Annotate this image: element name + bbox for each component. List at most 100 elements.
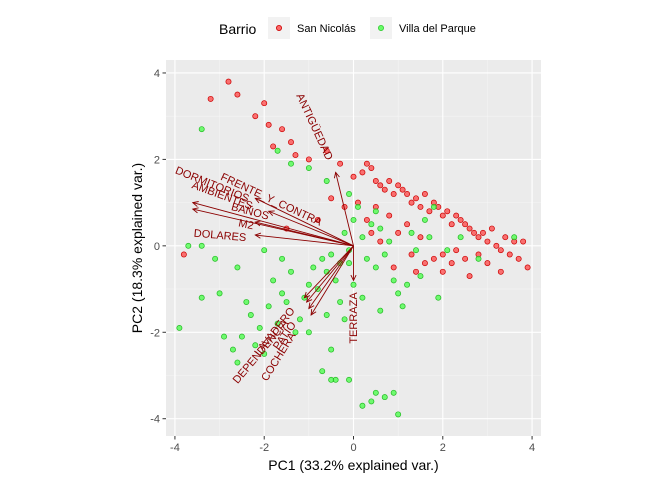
y-axis-ticks: -4 -2 0 2 4 xyxy=(150,68,166,426)
point-san-nicolas xyxy=(390,264,397,271)
point-san-nicolas xyxy=(413,195,419,202)
point-villa-del-parque xyxy=(404,281,411,288)
point-villa-del-parque xyxy=(381,394,388,401)
point-villa-del-parque xyxy=(417,273,424,280)
vector-m2 xyxy=(255,221,354,247)
point-villa-del-parque xyxy=(377,307,384,314)
point-villa-del-parque xyxy=(221,333,227,340)
point-san-nicolas xyxy=(497,268,504,275)
point-san-nicolas xyxy=(471,229,477,236)
point-villa-del-parque xyxy=(234,264,241,271)
vector-label-dolares: DOLARES xyxy=(193,228,246,245)
point-san-nicolas xyxy=(408,251,415,258)
x-tick-label: 4 xyxy=(529,442,535,454)
point-villa-del-parque xyxy=(288,160,294,167)
point-san-nicolas xyxy=(270,143,277,150)
point-villa-del-parque xyxy=(296,316,303,323)
y-axis-title: PC2 (18.3% explained var.) xyxy=(129,163,145,333)
point-san-nicolas xyxy=(377,182,384,189)
point-villa-del-parque xyxy=(305,165,312,171)
point-villa-del-parque xyxy=(319,255,326,262)
point-san-nicolas xyxy=(395,182,402,189)
point-villa-del-parque xyxy=(247,312,254,318)
point-san-nicolas xyxy=(453,247,460,254)
point-villa-del-parque xyxy=(230,346,236,353)
point-san-nicolas xyxy=(421,191,428,197)
vector-label-terraza: TERRAZA xyxy=(348,292,360,344)
point-villa-del-parque xyxy=(444,247,451,254)
point-villa-del-parque xyxy=(359,294,366,301)
y-tick-label: 0 xyxy=(154,241,160,253)
point-san-nicolas xyxy=(314,216,321,223)
point-villa-del-parque xyxy=(261,247,268,254)
point-san-nicolas xyxy=(439,268,446,275)
point-villa-del-parque xyxy=(216,290,223,297)
point-villa-del-parque xyxy=(435,294,442,301)
point-villa-del-parque xyxy=(350,216,357,223)
vector-label-m2: M2 xyxy=(237,217,254,232)
x-tick-label: 0 xyxy=(350,442,356,454)
point-villa-del-parque xyxy=(341,316,348,323)
point-villa-del-parque xyxy=(457,234,464,241)
point-san-nicolas xyxy=(448,260,455,267)
point-villa-del-parque xyxy=(238,333,245,340)
point-san-nicolas xyxy=(417,234,424,241)
point-san-nicolas xyxy=(506,251,513,258)
y-tick-label: -4 xyxy=(150,414,160,426)
point-san-nicolas xyxy=(363,160,370,167)
point-san-nicolas xyxy=(261,100,268,107)
vector-antiguedad xyxy=(335,172,354,246)
point-villa-del-parque xyxy=(355,203,361,210)
vector-dolares xyxy=(255,234,354,247)
point-san-nicolas xyxy=(439,251,446,258)
vector-frente-y-contra xyxy=(255,197,354,247)
point-villa-del-parque xyxy=(212,255,219,262)
point-villa-del-parque xyxy=(511,234,518,241)
point-villa-del-parque xyxy=(261,350,268,357)
point-villa-del-parque xyxy=(363,255,370,262)
point-villa-del-parque xyxy=(413,247,419,254)
vector-arrowhead-dependencia xyxy=(305,296,313,303)
point-san-nicolas xyxy=(279,126,286,133)
point-san-nicolas xyxy=(386,178,393,184)
x-axis-ticks: -4 -2 0 2 4 xyxy=(170,436,535,454)
point-villa-del-parque xyxy=(346,191,352,197)
point-villa-del-parque xyxy=(185,242,192,249)
vector-arrowhead-cochera xyxy=(310,308,317,316)
vector-arrowhead-dolares xyxy=(254,232,262,239)
point-san-nicolas xyxy=(292,152,299,159)
point-villa-del-parque xyxy=(252,342,259,349)
point-villa-del-parque xyxy=(390,389,397,396)
point-villa-del-parque xyxy=(368,221,375,228)
legend-title: Barrio xyxy=(219,21,257,37)
point-villa-del-parque xyxy=(323,178,330,184)
y-tick-label: 4 xyxy=(154,68,160,80)
y-tick-label: 2 xyxy=(154,154,160,166)
point-villa-del-parque xyxy=(359,234,366,241)
point-villa-del-parque xyxy=(332,277,339,284)
point-san-nicolas xyxy=(439,212,446,219)
point-villa-del-parque xyxy=(408,229,415,236)
legend-marker-villa-del-parque xyxy=(377,24,384,31)
point-san-nicolas xyxy=(417,203,424,210)
point-villa-del-parque xyxy=(346,376,352,383)
point-san-nicolas xyxy=(368,229,375,236)
point-villa-del-parque xyxy=(381,251,388,258)
point-villa-del-parque xyxy=(310,264,317,271)
legend-label-san-nicolas: San Nicolás xyxy=(297,23,356,35)
point-san-nicolas xyxy=(225,78,232,85)
point-san-nicolas xyxy=(457,216,464,223)
point-villa-del-parque xyxy=(279,255,286,262)
point-villa-del-parque xyxy=(390,277,397,284)
point-villa-del-parque xyxy=(368,398,375,405)
point-san-nicolas xyxy=(466,273,473,280)
point-villa-del-parque xyxy=(426,234,433,241)
legend-label-villa-del-parque: Villa del Parque xyxy=(399,23,476,35)
point-villa-del-parque xyxy=(198,242,205,249)
point-san-nicolas xyxy=(466,225,473,232)
point-san-nicolas xyxy=(372,178,379,184)
point-san-nicolas xyxy=(448,221,455,228)
point-san-nicolas xyxy=(430,255,437,262)
point-villa-del-parque xyxy=(399,303,406,310)
